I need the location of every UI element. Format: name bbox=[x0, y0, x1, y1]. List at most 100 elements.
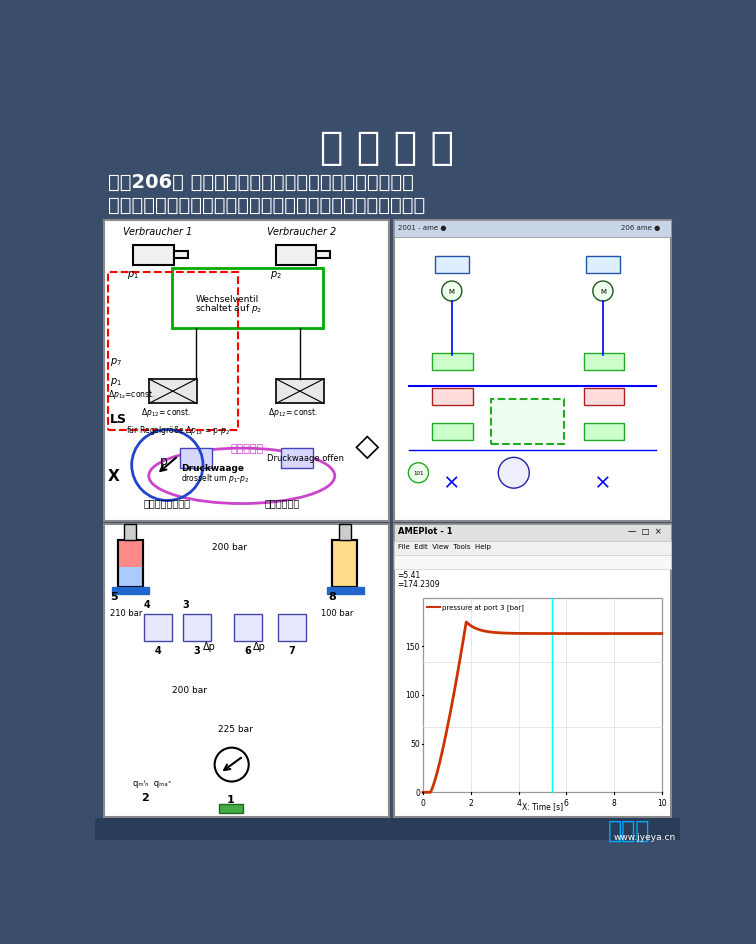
Bar bbox=[584, 354, 624, 371]
Text: M: M bbox=[449, 289, 455, 295]
Text: 8: 8 bbox=[329, 591, 336, 601]
Text: 100: 100 bbox=[405, 691, 420, 700]
Text: —  □  ×: — □ × bbox=[628, 526, 662, 535]
Text: Δp: Δp bbox=[203, 641, 216, 651]
Bar bbox=[432, 354, 472, 371]
Text: $\Delta p_{1s}$=const.: $\Delta p_{1s}$=const. bbox=[107, 387, 155, 400]
Bar bbox=[584, 423, 624, 440]
Text: 10: 10 bbox=[657, 798, 667, 807]
Text: 7: 7 bbox=[289, 646, 296, 655]
Text: LS: LS bbox=[110, 413, 127, 426]
Text: p: p bbox=[160, 454, 168, 467]
Text: 4: 4 bbox=[144, 599, 151, 609]
Text: 50: 50 bbox=[411, 739, 420, 749]
Bar bbox=[333, 540, 358, 588]
Bar bbox=[118, 540, 143, 588]
Text: 3: 3 bbox=[194, 646, 200, 655]
Bar bbox=[144, 614, 172, 642]
Text: $\Delta p_{12}$= const.: $\Delta p_{12}$= const. bbox=[268, 406, 318, 419]
Bar bbox=[234, 614, 262, 642]
Bar bbox=[94, 818, 680, 840]
Text: 6: 6 bbox=[245, 646, 251, 655]
Text: pressure at port 3 [bar]: pressure at port 3 [bar] bbox=[442, 604, 525, 611]
Text: $\Delta p_{12}$= const.: $\Delta p_{12}$= const. bbox=[141, 406, 191, 419]
Bar bbox=[133, 245, 174, 265]
Text: 8: 8 bbox=[612, 798, 616, 807]
Text: 2: 2 bbox=[469, 798, 473, 807]
Bar bbox=[584, 389, 624, 406]
Text: $p_7$: $p_7$ bbox=[110, 355, 122, 367]
Text: für Regelgröße $\Delta p_{1s}$ = p-$p_2$: für Regelgröße $\Delta p_{1s}$ = p-$p_2$ bbox=[125, 424, 230, 436]
Text: 200 bar: 200 bar bbox=[212, 543, 247, 551]
Bar bbox=[118, 540, 143, 567]
Bar bbox=[180, 448, 212, 468]
Text: qₘᴵₙ  qₘₐˣ: qₘᴵₙ qₘₐˣ bbox=[133, 778, 172, 786]
Bar bbox=[218, 804, 243, 813]
Text: 150: 150 bbox=[405, 642, 420, 651]
Text: 详 情 介 绍: 详 情 介 绍 bbox=[321, 129, 454, 167]
Text: =5.41: =5.41 bbox=[398, 570, 421, 579]
Bar bbox=[327, 588, 364, 594]
Text: Verbraucher 1: Verbraucher 1 bbox=[123, 227, 193, 237]
Text: 5: 5 bbox=[110, 591, 118, 601]
Text: Druckwaage offen: Druckwaage offen bbox=[267, 454, 343, 463]
Bar bbox=[435, 257, 469, 273]
Bar bbox=[432, 389, 472, 406]
Text: 《第206讲 负荷传感系统之阀前补偿负载敏感多路阀》: 《第206讲 负荷传感系统之阀前补偿负载敏感多路阀》 bbox=[108, 173, 414, 192]
Bar bbox=[394, 542, 671, 556]
Text: www.jyeya.cn: www.jyeya.cn bbox=[614, 832, 676, 841]
Text: 4: 4 bbox=[516, 798, 521, 807]
Text: 101: 101 bbox=[414, 471, 423, 476]
Bar bbox=[172, 269, 323, 329]
Text: File  Edit  View  Tools  Help: File Edit View Tools Help bbox=[398, 544, 491, 549]
Bar bbox=[394, 525, 671, 542]
Text: 3: 3 bbox=[183, 599, 190, 609]
Text: AMEPlot - 1: AMEPlot - 1 bbox=[398, 526, 452, 535]
Circle shape bbox=[593, 281, 613, 302]
Text: $p_2$: $p_2$ bbox=[271, 268, 282, 280]
Bar bbox=[183, 614, 211, 642]
Text: 压力补偿阀: 压力补偿阀 bbox=[231, 444, 264, 454]
Text: Druckwaage: Druckwaage bbox=[181, 464, 244, 472]
Text: 0: 0 bbox=[415, 788, 420, 797]
Bar bbox=[276, 245, 316, 265]
Bar bbox=[104, 525, 389, 818]
Text: 负载敏应式变量泵: 负载敏应式变量泵 bbox=[144, 497, 191, 508]
Text: schaltet auf $p_2$: schaltet auf $p_2$ bbox=[195, 302, 262, 315]
Bar bbox=[112, 588, 149, 594]
Bar bbox=[316, 252, 330, 259]
Text: 210 bar: 210 bar bbox=[110, 609, 142, 617]
Bar bbox=[276, 379, 324, 404]
Bar bbox=[118, 540, 143, 588]
Bar bbox=[586, 257, 620, 273]
Bar bbox=[432, 423, 472, 440]
Circle shape bbox=[498, 458, 529, 489]
Text: 负载感应系统: 负载感应系统 bbox=[265, 497, 299, 508]
Text: drosselt um $p_1$-$p_2$: drosselt um $p_1$-$p_2$ bbox=[181, 472, 249, 485]
Circle shape bbox=[408, 464, 429, 483]
Text: Δp: Δp bbox=[253, 641, 266, 651]
Bar bbox=[280, 448, 313, 468]
Bar bbox=[107, 273, 238, 430]
Text: $p_1$: $p_1$ bbox=[127, 268, 139, 280]
Bar bbox=[394, 221, 671, 238]
Text: X: Time [s]: X: Time [s] bbox=[522, 801, 563, 810]
Bar bbox=[333, 540, 358, 588]
Text: 2001 - ame ●: 2001 - ame ● bbox=[398, 225, 446, 230]
Bar bbox=[394, 525, 671, 818]
Text: Verbraucher 2: Verbraucher 2 bbox=[267, 227, 336, 237]
Bar bbox=[394, 221, 671, 521]
Text: Wechselventil: Wechselventil bbox=[195, 295, 259, 304]
Text: 1: 1 bbox=[226, 794, 234, 803]
Text: 100 bar: 100 bar bbox=[321, 609, 353, 617]
Text: 200 bar: 200 bar bbox=[172, 685, 207, 695]
Text: 6: 6 bbox=[564, 798, 569, 807]
Circle shape bbox=[442, 281, 462, 302]
Text: $p_1$: $p_1$ bbox=[110, 376, 122, 388]
Bar bbox=[339, 525, 351, 540]
Text: X: X bbox=[107, 469, 119, 484]
Bar bbox=[394, 556, 671, 569]
Text: 爱液压: 爱液压 bbox=[608, 818, 650, 841]
Bar bbox=[174, 252, 187, 259]
Bar bbox=[104, 221, 389, 521]
